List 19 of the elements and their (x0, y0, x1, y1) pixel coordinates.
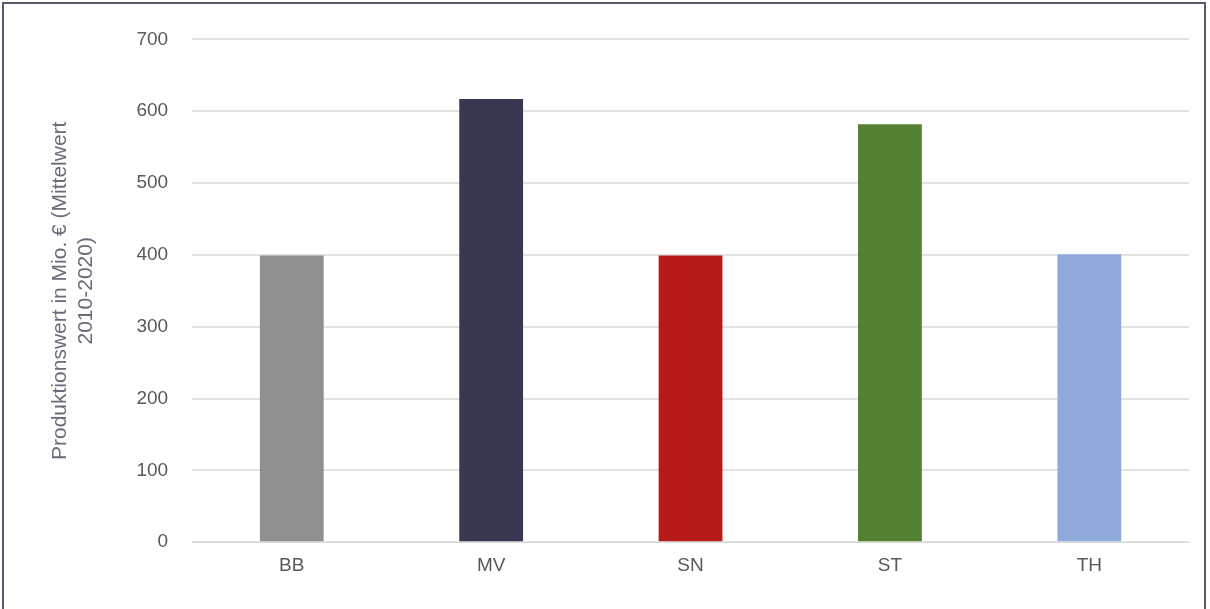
y-tick-label: 700 (136, 27, 169, 49)
bar (459, 99, 524, 542)
bar (259, 255, 324, 542)
bar (658, 255, 723, 542)
x-tick-label: ST (877, 553, 903, 575)
bar (858, 124, 922, 542)
x-tick-label: BB (279, 553, 305, 575)
bar (1057, 254, 1122, 542)
y-tick-label: 400 (136, 243, 169, 265)
y-tick-label: 200 (136, 386, 169, 408)
y-tick-label: 600 (136, 99, 169, 121)
x-tick-label: TH (1076, 553, 1102, 575)
x-tick-label: SN (677, 553, 704, 575)
y-tick-label: 500 (136, 171, 169, 193)
y-tick-label: 0 (157, 530, 169, 552)
y-tick-label: 300 (136, 314, 169, 336)
y-tick-label: 100 (136, 458, 169, 480)
y-axis-title: Produktionswert in Mio. € (Mittelwert 2010-2020) (47, 121, 96, 461)
x-tick-label: MV (476, 553, 506, 575)
